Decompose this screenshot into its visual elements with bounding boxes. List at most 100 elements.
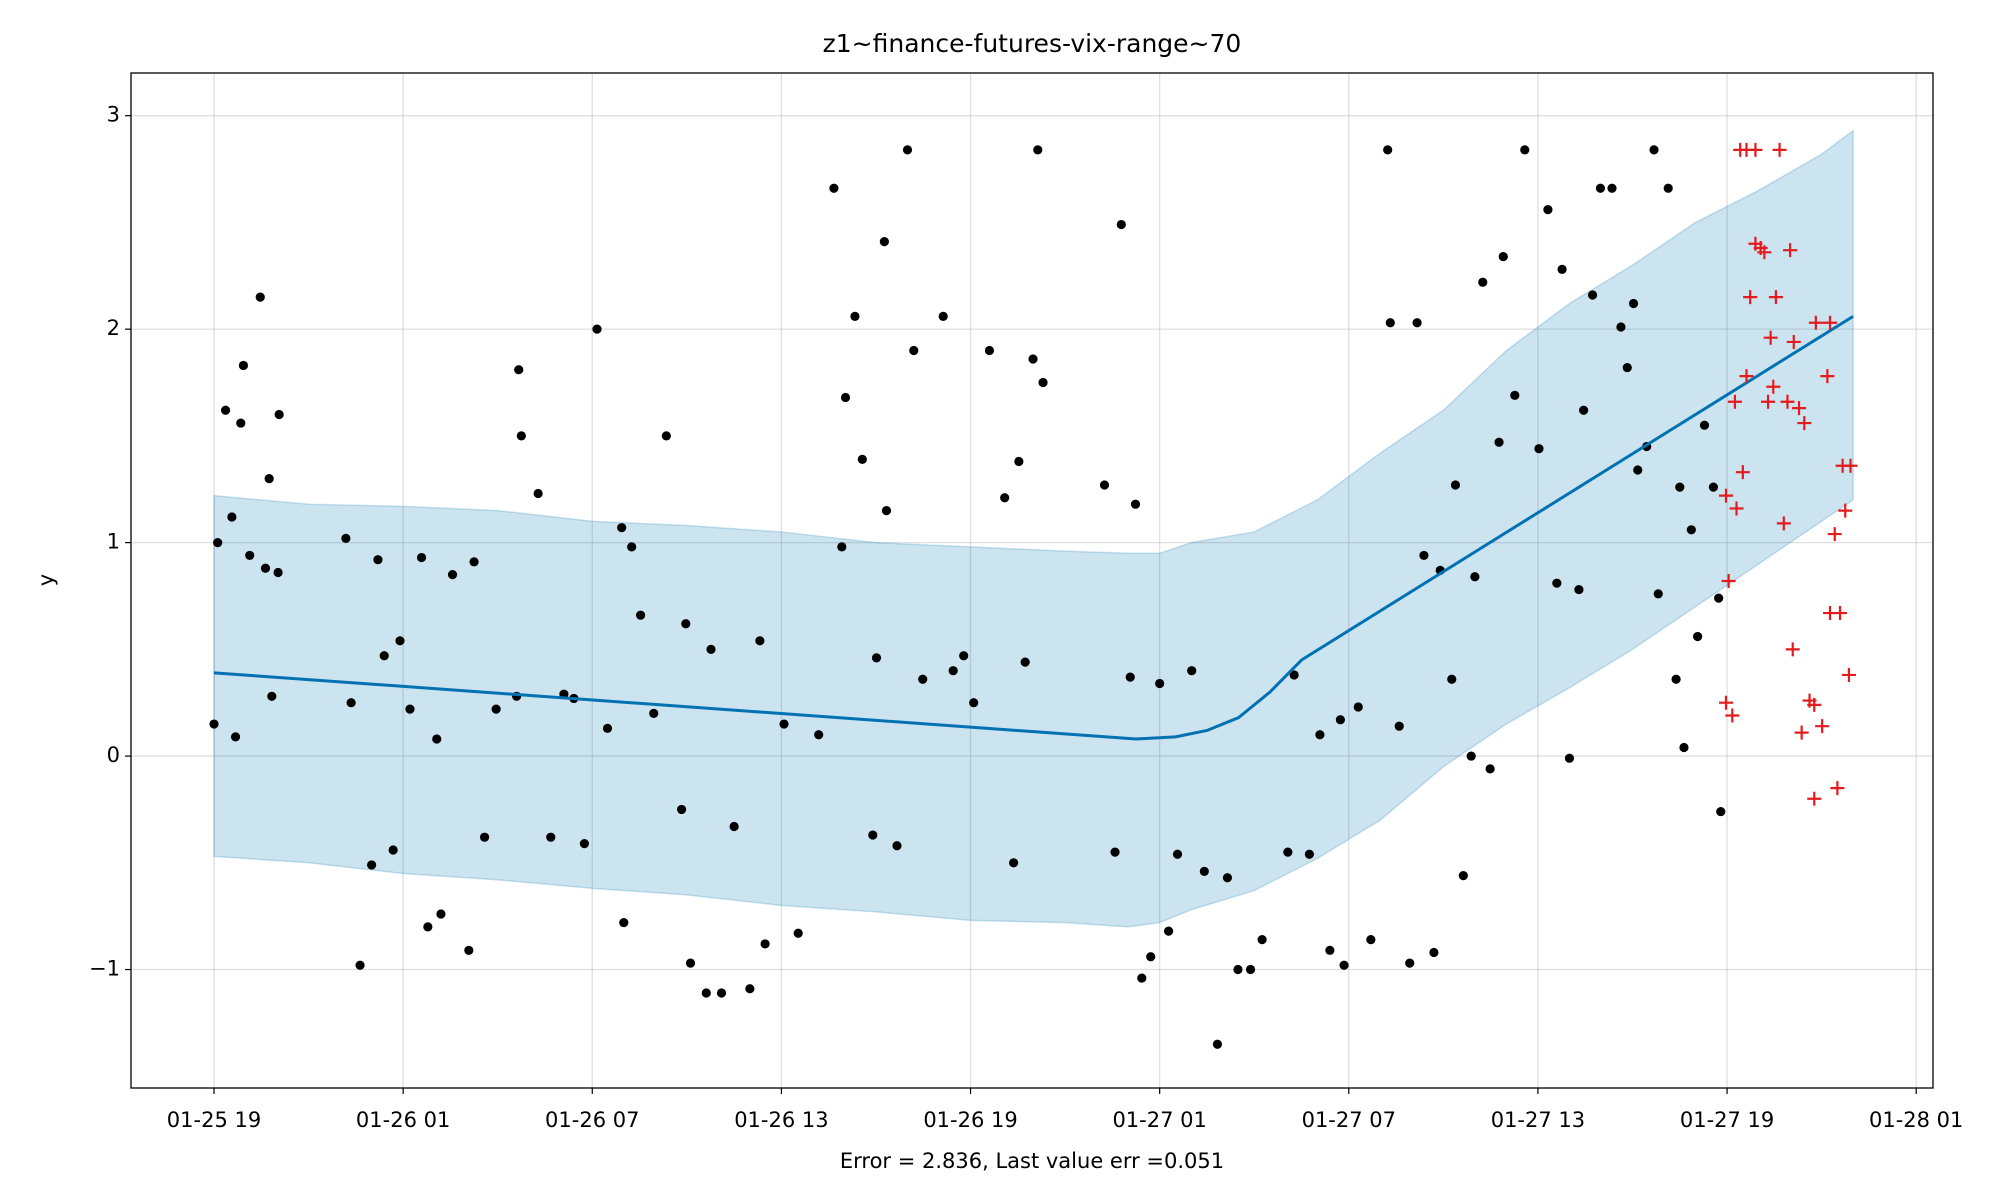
observed-point (706, 644, 716, 654)
observed-point (1335, 715, 1345, 725)
x-axis-label: Error = 2.836, Last value err =0.051 (840, 1149, 1224, 1173)
observed-point (1137, 973, 1147, 983)
observed-point (423, 922, 433, 932)
uncertainty-band (213, 129, 1854, 928)
observed-point (850, 311, 860, 321)
observed-point (227, 512, 237, 522)
observed-point (416, 552, 427, 563)
observed-point (1405, 958, 1415, 968)
observed-point (745, 984, 755, 994)
observed-point (1447, 674, 1457, 684)
observed-point (1283, 847, 1293, 857)
y-tick-label: 2 (107, 316, 120, 340)
test-point (1807, 791, 1822, 806)
y-axis-label: y (34, 574, 58, 586)
observed-point (592, 324, 602, 334)
test-point (1719, 488, 1734, 503)
observed-point (649, 708, 659, 718)
observed-point (1366, 935, 1376, 945)
observed-point (984, 345, 995, 356)
observed-point (238, 360, 249, 371)
observed-point (1564, 753, 1575, 763)
plot-area (209, 129, 1858, 1049)
observed-point (213, 538, 223, 548)
x-tick-label: 01-28 01 (1869, 1108, 1963, 1132)
observed-point (516, 431, 526, 441)
observed-point (1000, 493, 1010, 503)
observed-point (1412, 318, 1422, 328)
observed-point (1699, 420, 1710, 430)
observed-point (1534, 444, 1544, 454)
observed-point (857, 454, 867, 464)
x-tick-label: 01-26 13 (734, 1108, 828, 1132)
observed-point (868, 830, 878, 840)
observed-point (1385, 318, 1395, 328)
observed-point (617, 523, 627, 533)
observed-point (1429, 947, 1439, 958)
observed-point (1339, 960, 1349, 970)
observed-point (636, 610, 646, 620)
observed-point (1686, 525, 1696, 535)
observed-point (1353, 702, 1363, 712)
observed-point (388, 845, 398, 855)
observed-point (1616, 322, 1626, 332)
observed-point (1038, 377, 1048, 388)
observed-point (447, 570, 458, 580)
test-point (1843, 458, 1858, 473)
y-tick-label: 1 (107, 530, 120, 554)
observed-point (1187, 666, 1197, 676)
observed-point (1649, 145, 1659, 155)
observed-point (1222, 873, 1233, 883)
test-point (1830, 781, 1845, 796)
observed-point (1557, 264, 1567, 274)
observed-point (959, 651, 969, 661)
observed-point (1466, 751, 1476, 761)
observed-point (1199, 866, 1209, 876)
observed-point (220, 405, 231, 415)
observed-point (1028, 354, 1038, 364)
observed-point (1671, 674, 1681, 684)
x-tick-label: 01-26 07 (545, 1108, 639, 1132)
test-point (1823, 315, 1838, 330)
test-point (1761, 394, 1776, 409)
observed-point (1510, 390, 1520, 400)
observed-point (1520, 145, 1530, 155)
observed-point (274, 409, 284, 420)
observed-point (619, 917, 629, 928)
observed-point (1163, 926, 1174, 936)
observed-point (918, 674, 928, 684)
observed-point (346, 698, 356, 708)
observed-point (1587, 290, 1598, 300)
observed-point (395, 636, 405, 646)
observed-point (1146, 952, 1156, 962)
observed-point (1458, 871, 1468, 881)
observed-point (1245, 964, 1256, 975)
observed-point (681, 619, 691, 629)
forecast-line (213, 315, 1854, 741)
observed-point (1450, 480, 1461, 490)
test-point (1763, 330, 1778, 345)
observed-point (1470, 572, 1480, 582)
observed-point (579, 838, 589, 849)
test-point (1833, 606, 1848, 621)
x-tick-label: 01-27 07 (1302, 1108, 1396, 1132)
observed-point (1212, 1039, 1223, 1049)
x-tick-label: 01-26 01 (356, 1108, 450, 1132)
observed-point (264, 473, 274, 484)
test-point (1838, 503, 1853, 518)
observed-point (1304, 849, 1314, 859)
chart-title: z1~finance-futures-vix-range~70 (823, 29, 1242, 58)
test-point (1748, 142, 1763, 157)
observed-point (267, 691, 277, 701)
observed-point (1383, 145, 1393, 155)
observed-point (793, 928, 803, 938)
x-tick-label: 01-25 19 (167, 1108, 261, 1132)
observed-point (779, 719, 789, 729)
observed-point (1485, 764, 1495, 774)
x-tick-label: 01-26 19 (923, 1108, 1017, 1132)
x-tick-label: 01-27 19 (1680, 1108, 1774, 1132)
observed-point (355, 960, 365, 970)
test-point (1719, 695, 1734, 710)
observed-point (755, 636, 765, 646)
observed-point (1543, 205, 1553, 215)
